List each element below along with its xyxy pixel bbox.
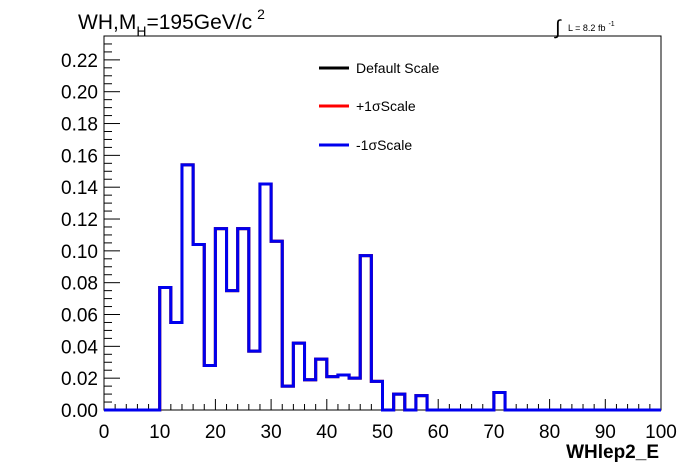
x-tick-label: 30 — [261, 422, 282, 443]
y-tick-label: 0.18 — [61, 115, 98, 136]
axes: 0 10 20 30 40 50 60 70 80 90 100 0.00 0.02 0.04 0.06 0.… — [61, 43, 677, 443]
y-tick-label: 0.08 — [61, 274, 98, 295]
x-tick-label: 60 — [428, 422, 449, 443]
x-tick-label: 40 — [316, 422, 337, 443]
x-tick-label: 100 — [645, 422, 677, 443]
x-tick-label: 80 — [539, 422, 560, 443]
legend-label-0: Default Scale — [356, 60, 439, 76]
plot-frame — [103, 35, 662, 411]
y-tick-label: 0.02 — [61, 369, 98, 390]
series-layer — [104, 163, 661, 412]
y-tick-label: 0.12 — [61, 210, 98, 231]
x-tick-label: 90 — [595, 422, 616, 443]
x-axis-label: WHlep2_E — [566, 442, 659, 463]
x-tick-label: 0 — [99, 422, 110, 443]
series-line-0 — [104, 163, 661, 412]
y-tick-label: 0.14 — [61, 178, 98, 199]
series-line-1 — [104, 163, 661, 412]
series-line-2 — [104, 163, 661, 412]
x-tick-label: 70 — [483, 422, 504, 443]
y-tick-label: 0.16 — [61, 146, 98, 167]
y-tick-label: 0.06 — [61, 306, 98, 327]
x-tick-label: 50 — [372, 422, 393, 443]
y-tick-label: 0.10 — [61, 242, 98, 263]
chart-title: WH,MH=195GeV/c 2 — [78, 6, 265, 39]
legend-label-2: -1σScale — [356, 137, 412, 153]
integral-symbol: ∫ — [554, 17, 562, 39]
y-tick-label: 0.22 — [61, 51, 98, 72]
x-tick-label: 10 — [149, 422, 170, 443]
y-tick-label: 0.20 — [61, 83, 98, 104]
legend: Default Scale +1σScale -1σScale — [319, 60, 439, 153]
y-tick-label: 0.04 — [61, 337, 98, 358]
y-tick-label: 0.00 — [61, 401, 98, 422]
svg-text:L = 8.2 fb-1: L = 8.2 fb -1 — [568, 21, 615, 33]
luminosity-label: ∫ L = 8.2 fb -1 — [554, 17, 615, 39]
x-tick-label: 20 — [205, 422, 226, 443]
legend-label-1: +1σScale — [356, 98, 416, 114]
